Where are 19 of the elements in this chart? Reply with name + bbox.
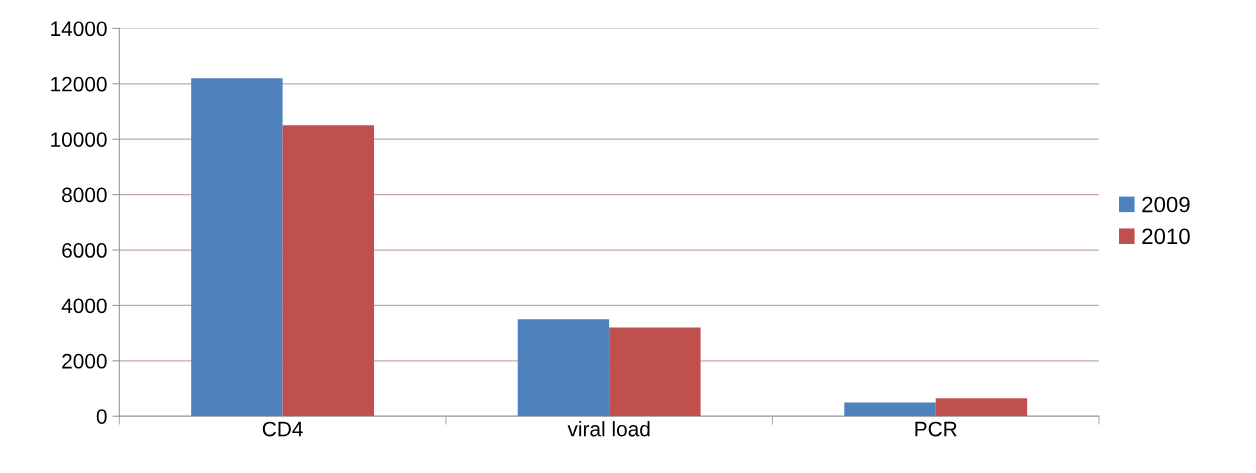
- x-tick-label: viral load: [567, 421, 650, 437]
- y-tick-label: 12000: [51, 76, 107, 92]
- x-tick-label: CD4: [262, 421, 303, 437]
- y-tick-label: 4000: [61, 298, 107, 314]
- y-tick-label: 8000: [62, 187, 107, 203]
- legend-label: 2009: [1142, 196, 1190, 213]
- bar: [191, 78, 283, 417]
- y-tick-label: 10000: [51, 132, 107, 147]
- legend-label: 2010: [1142, 228, 1190, 245]
- y-tick-label: 0: [96, 409, 107, 424]
- y-tick-label: 2000: [62, 353, 107, 369]
- bar: [935, 398, 1028, 417]
- x-tick-label: PCR: [915, 421, 957, 437]
- bar: [844, 402, 936, 417]
- y-tick-label: 6000: [62, 243, 107, 258]
- bar: [609, 327, 701, 417]
- bar: [517, 319, 610, 417]
- bar: [282, 125, 375, 417]
- y-tick-label: 14000: [51, 21, 107, 37]
